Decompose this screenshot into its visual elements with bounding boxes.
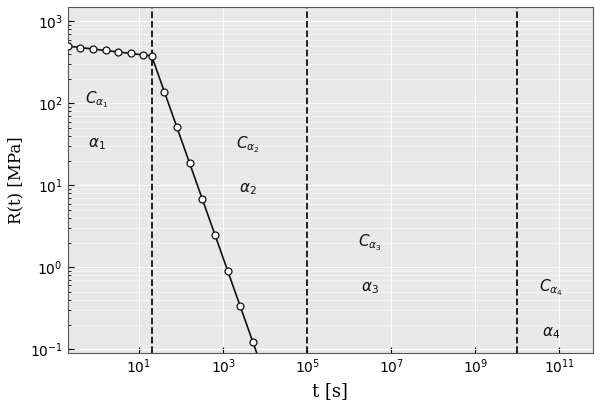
Text: $C_{\alpha_4}$: $C_{\alpha_4}$ — [539, 278, 563, 298]
Text: $C_{\alpha_1}$: $C_{\alpha_1}$ — [85, 89, 109, 109]
Text: $\alpha_1$: $\alpha_1$ — [88, 136, 106, 152]
Text: $\alpha_3$: $\alpha_3$ — [361, 280, 379, 295]
Text: $t_C$: $t_C$ — [509, 0, 526, 1]
Text: $C_{\alpha_2}$: $C_{\alpha_2}$ — [236, 134, 260, 155]
Text: $\alpha_2$: $\alpha_2$ — [239, 182, 257, 197]
Text: $t_B$: $t_B$ — [299, 0, 315, 1]
Text: $C_{\alpha_3}$: $C_{\alpha_3}$ — [358, 232, 382, 253]
Text: $t_A$: $t_A$ — [144, 0, 160, 1]
Y-axis label: R(t) [MPa]: R(t) [MPa] — [7, 136, 24, 224]
Text: $\alpha_4$: $\alpha_4$ — [542, 325, 560, 341]
X-axis label: t [s]: t [s] — [313, 382, 348, 400]
